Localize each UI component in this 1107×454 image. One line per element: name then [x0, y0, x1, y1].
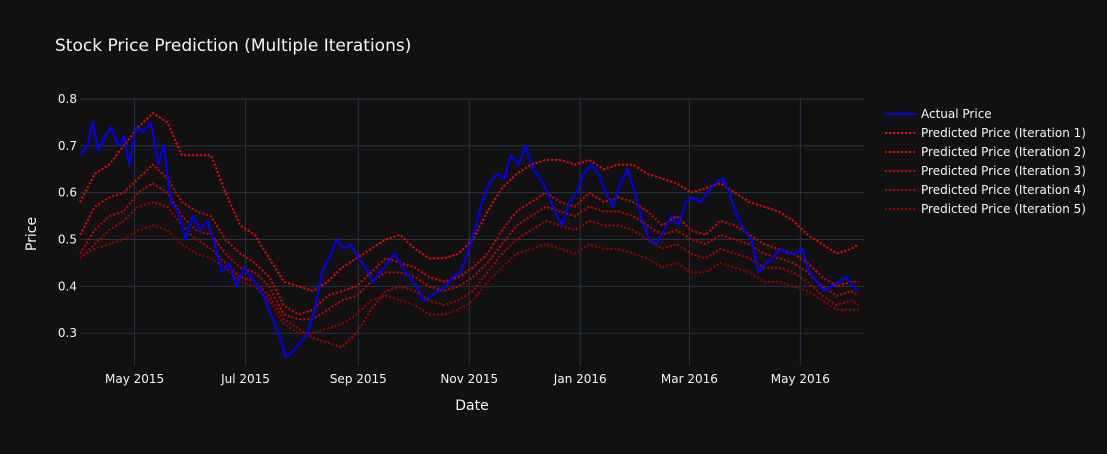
legend-item-2[interactable]: Predicted Price (Iteration 2): [885, 145, 1086, 159]
x-tick-label: May 2015: [105, 372, 164, 386]
axis-layer: 0.3 0.4 0.5 0.6 0.7 0.8 May 2015 Jul 2015 Sep 20…: [58, 92, 830, 386]
x-tick-label: Nov 2015: [440, 372, 498, 386]
legend-item-0[interactable]: Actual Price: [885, 107, 992, 121]
legend-item-5[interactable]: Predicted Price (Iteration 5): [885, 202, 1086, 216]
series-layer: [79, 112, 860, 358]
legend-label: Predicted Price (Iteration 4): [921, 183, 1086, 197]
x-tick-label: Mar 2016: [661, 372, 718, 386]
y-axis-label: Price: [24, 217, 40, 251]
series-line-4: [79, 201, 860, 349]
series-line-5: [79, 224, 859, 335]
y-tick-label: 0.8: [58, 92, 77, 106]
series-line-2: [79, 163, 859, 316]
x-tick-label: Jul 2015: [220, 372, 270, 386]
y-tick-label: 0.3: [58, 326, 77, 340]
legend-label: Predicted Price (Iteration 1): [921, 126, 1086, 140]
legend-label: Predicted Price (Iteration 2): [921, 145, 1086, 159]
legend-item-1[interactable]: Predicted Price (Iteration 1): [885, 126, 1086, 140]
y-tick-label: 0.7: [58, 139, 77, 153]
x-axis-label: Date: [455, 398, 488, 414]
legend-item-4[interactable]: Predicted Price (Iteration 4): [885, 183, 1086, 197]
legend: Actual Price Predicted Price (Iteration 1…: [885, 107, 1086, 216]
x-tick-label: May 2016: [771, 372, 830, 386]
y-tick-label: 0.6: [58, 186, 77, 200]
legend-label: Predicted Price (Iteration 3): [921, 164, 1086, 178]
legend-item-3[interactable]: Predicted Price (Iteration 3): [885, 164, 1086, 178]
chart-title: Stock Price Prediction (Multiple Iterati…: [55, 36, 411, 56]
series-line-0: [79, 121, 860, 358]
legend-label: Predicted Price (Iteration 5): [921, 202, 1086, 216]
legend-label: Actual Price: [921, 107, 992, 121]
y-tick-label: 0.4: [58, 279, 77, 293]
y-tick-label: 0.5: [58, 233, 77, 247]
x-tick-label: Jan 2016: [553, 372, 607, 386]
x-tick-label: Sep 2015: [330, 372, 387, 386]
